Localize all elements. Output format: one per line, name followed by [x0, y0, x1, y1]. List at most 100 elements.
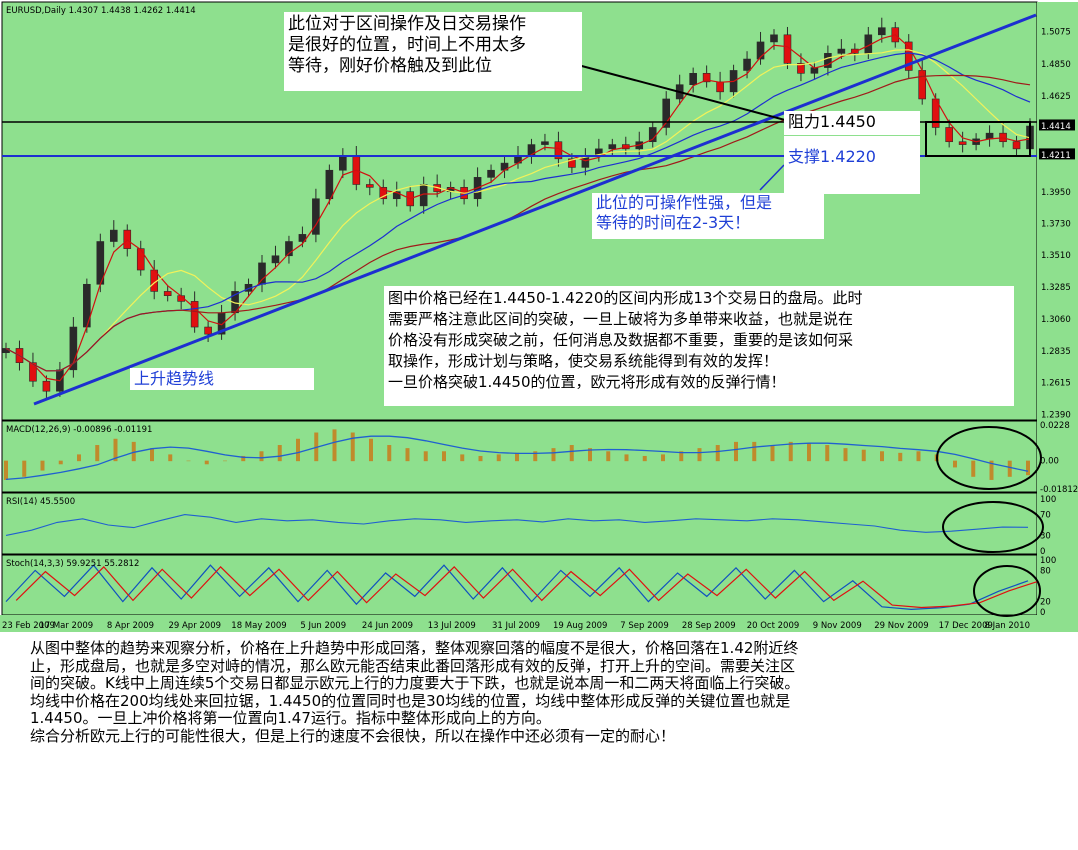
macd-bar	[588, 448, 592, 462]
stoch-circle	[973, 565, 1041, 617]
macd-bar	[752, 441, 757, 462]
macd-title: MACD(12,26,9) -0.00896 -0.01191	[6, 425, 152, 435]
price-tick-label: 1.3510	[1041, 251, 1071, 261]
candle	[365, 184, 374, 188]
macd-bar	[770, 445, 775, 462]
price-tag	[1039, 119, 1075, 131]
candle	[312, 198, 320, 235]
macd-bar	[916, 451, 921, 462]
macd-bar	[277, 445, 282, 462]
candle	[271, 255, 280, 264]
rsi-tick-label: 30	[1040, 531, 1051, 541]
macd-signal-line	[5, 435, 1029, 481]
macd-bar	[569, 445, 574, 462]
macd-bar	[223, 460, 227, 462]
macd-bar	[77, 454, 81, 462]
rsi-tick-label: 70	[1040, 511, 1051, 521]
range-box	[925, 121, 1031, 157]
macd-bar	[478, 455, 483, 462]
candle	[541, 141, 549, 145]
macd-bar	[186, 460, 191, 462]
macd-bar	[843, 448, 848, 462]
macd-bar	[296, 438, 300, 462]
time-tick-label: 24 Jun 2009	[362, 621, 413, 631]
candle	[689, 72, 697, 86]
price-tick-label: 1.4414	[1041, 122, 1071, 132]
uptrend-line	[33, 13, 1037, 406]
price-tick-label: 1.4211	[1041, 151, 1071, 161]
moving-average-line	[5, 49, 1031, 372]
macd-tick-label: 0.0228	[1040, 421, 1070, 431]
macd-bar	[788, 441, 793, 462]
candle	[190, 301, 199, 328]
macd-bar	[40, 460, 45, 471]
range-note: 图中价格已经在1.4450-1.4220的区间内形成13个交易日的盘局。此时 需…	[384, 286, 1014, 406]
rsi-tick-label: 0	[1040, 547, 1045, 557]
time-tick-label: 7 Sep 2009	[620, 621, 668, 631]
macd-bar	[113, 438, 118, 462]
rsi-line: 100 70 30 0	[5, 495, 1056, 557]
candle	[662, 98, 671, 128]
time-tick-label: 8 Jan 2010	[984, 621, 1030, 631]
candle	[608, 144, 617, 150]
pointer-line-top	[577, 64, 786, 121]
time-tick-label: 13 Jul 2009	[428, 621, 476, 631]
time-tick-label: 29 Nov 2009	[874, 621, 928, 631]
macd-bar	[350, 432, 355, 462]
macd-bar	[150, 448, 154, 462]
time-tick-label: 9 Nov 2009	[813, 621, 862, 631]
candle	[743, 58, 751, 71]
candle	[702, 72, 711, 83]
macd-bar	[22, 460, 27, 477]
price-title: EURUSD,Daily 1.4307 1.4438 1.4262 1.4414	[6, 6, 196, 16]
candle	[797, 63, 805, 74]
candle	[851, 48, 859, 54]
candle	[770, 34, 778, 43]
candle	[325, 169, 334, 200]
moving-averages	[5, 34, 1031, 382]
macd-bar	[369, 438, 373, 462]
price-tick-label: 1.3950	[1041, 188, 1071, 198]
macd-bar	[679, 451, 684, 462]
moving-average-line	[5, 34, 1031, 382]
resistance-label: 阻力1.4450	[784, 111, 920, 135]
price-tick-label: 1.4850	[1041, 60, 1071, 70]
stoch-tick-label: 80	[1040, 566, 1051, 576]
macd-bar	[496, 454, 501, 462]
macd-bar	[332, 429, 337, 462]
macd-bar	[807, 443, 811, 462]
macd-bar	[259, 451, 264, 462]
price-tick-label: 1.3285	[1041, 283, 1071, 293]
macd-bar	[387, 445, 392, 462]
macd-bar	[423, 451, 428, 462]
time-tick-label: 31 Jul 2009	[492, 621, 540, 631]
macd-bar	[405, 448, 410, 462]
support-label: 支撑1.4220	[784, 136, 920, 194]
macd-bar	[95, 445, 100, 462]
moving-average-line	[5, 74, 1031, 372]
candle	[716, 81, 724, 93]
candle	[136, 248, 145, 271]
candle	[392, 191, 401, 200]
macd-tick-label: 0.00	[1040, 457, 1059, 467]
macd-histogram: 0.0228 0.00 -0.01812	[4, 421, 1078, 495]
candle	[904, 41, 913, 71]
candle	[285, 241, 293, 257]
time-tick-label: 17 Mar 2009	[39, 621, 93, 631]
candle	[487, 169, 495, 178]
macd-bar	[1026, 460, 1030, 476]
candle	[945, 127, 953, 143]
macd-bar	[898, 452, 903, 462]
price-tick-label: 1.2390	[1041, 411, 1071, 421]
macd-bar	[241, 455, 246, 462]
price-tick-label: 1.2615	[1041, 378, 1071, 388]
pointer-line-support	[759, 164, 785, 191]
macd-circle	[936, 426, 1042, 490]
candle	[42, 380, 51, 392]
macd-bar	[533, 451, 538, 462]
candle	[824, 53, 832, 68]
rsi-path	[5, 514, 1029, 536]
time-tick-label: 23 Feb 2009	[2, 621, 55, 631]
